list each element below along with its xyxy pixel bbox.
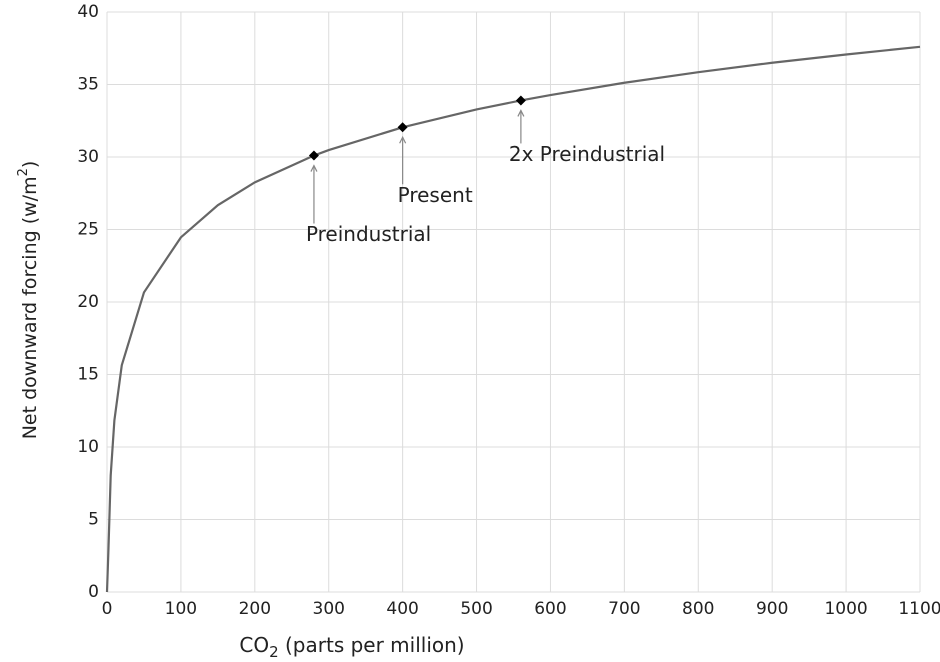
annotation-arrowhead bbox=[517, 109, 525, 117]
y-tick-label: 40 bbox=[77, 2, 99, 22]
x-tick-label: 500 bbox=[460, 599, 492, 619]
annotation-arrowhead bbox=[399, 135, 407, 144]
y-tick-label: 0 bbox=[88, 582, 99, 602]
y-tick-label: 10 bbox=[77, 437, 99, 457]
x-tick-label: 300 bbox=[313, 599, 345, 619]
x-label-rest: (parts per million) bbox=[279, 633, 465, 657]
x-tick-label: 400 bbox=[386, 599, 418, 619]
x-label-sub: 2 bbox=[269, 643, 279, 661]
annotation: Preindustrial bbox=[306, 222, 431, 246]
x-axis-label: CO2 (parts per million) bbox=[239, 633, 464, 661]
y-tick-label: 25 bbox=[77, 220, 99, 240]
x-tick-label: 800 bbox=[682, 599, 714, 619]
y-label-main: Net downward forcing (w/m bbox=[19, 176, 41, 439]
y-tick-label: 15 bbox=[77, 365, 99, 385]
marker bbox=[397, 122, 408, 133]
marker bbox=[515, 95, 526, 106]
line bbox=[105, 45, 921, 593]
x-tick-label: 0 bbox=[102, 599, 113, 619]
x-tick-label: 700 bbox=[608, 599, 640, 619]
y-tick-label: 30 bbox=[77, 147, 99, 167]
y-tick-label: 20 bbox=[77, 292, 99, 312]
y-label-rest: ) bbox=[19, 161, 41, 168]
x-tick-label: 100 bbox=[165, 599, 197, 619]
x-tick-label: 1000 bbox=[824, 599, 867, 619]
y-tick-label: 5 bbox=[88, 510, 99, 530]
x-tick-label: 600 bbox=[534, 599, 566, 619]
annotation: 2x Preindustrial bbox=[509, 142, 665, 166]
y-axis-label: Net downward forcing (w/m2) bbox=[16, 161, 41, 440]
x-tick-label: 200 bbox=[239, 599, 271, 619]
x-tick-label: 1100 bbox=[898, 599, 940, 619]
y-tick-label: 35 bbox=[77, 75, 99, 95]
marker bbox=[308, 150, 319, 161]
x-tick-label: 900 bbox=[756, 599, 788, 619]
y-label-sup: 2 bbox=[16, 168, 31, 176]
x-label-main: CO bbox=[239, 633, 269, 657]
annotation: Present bbox=[398, 183, 473, 207]
annotation-arrowhead bbox=[310, 164, 318, 172]
